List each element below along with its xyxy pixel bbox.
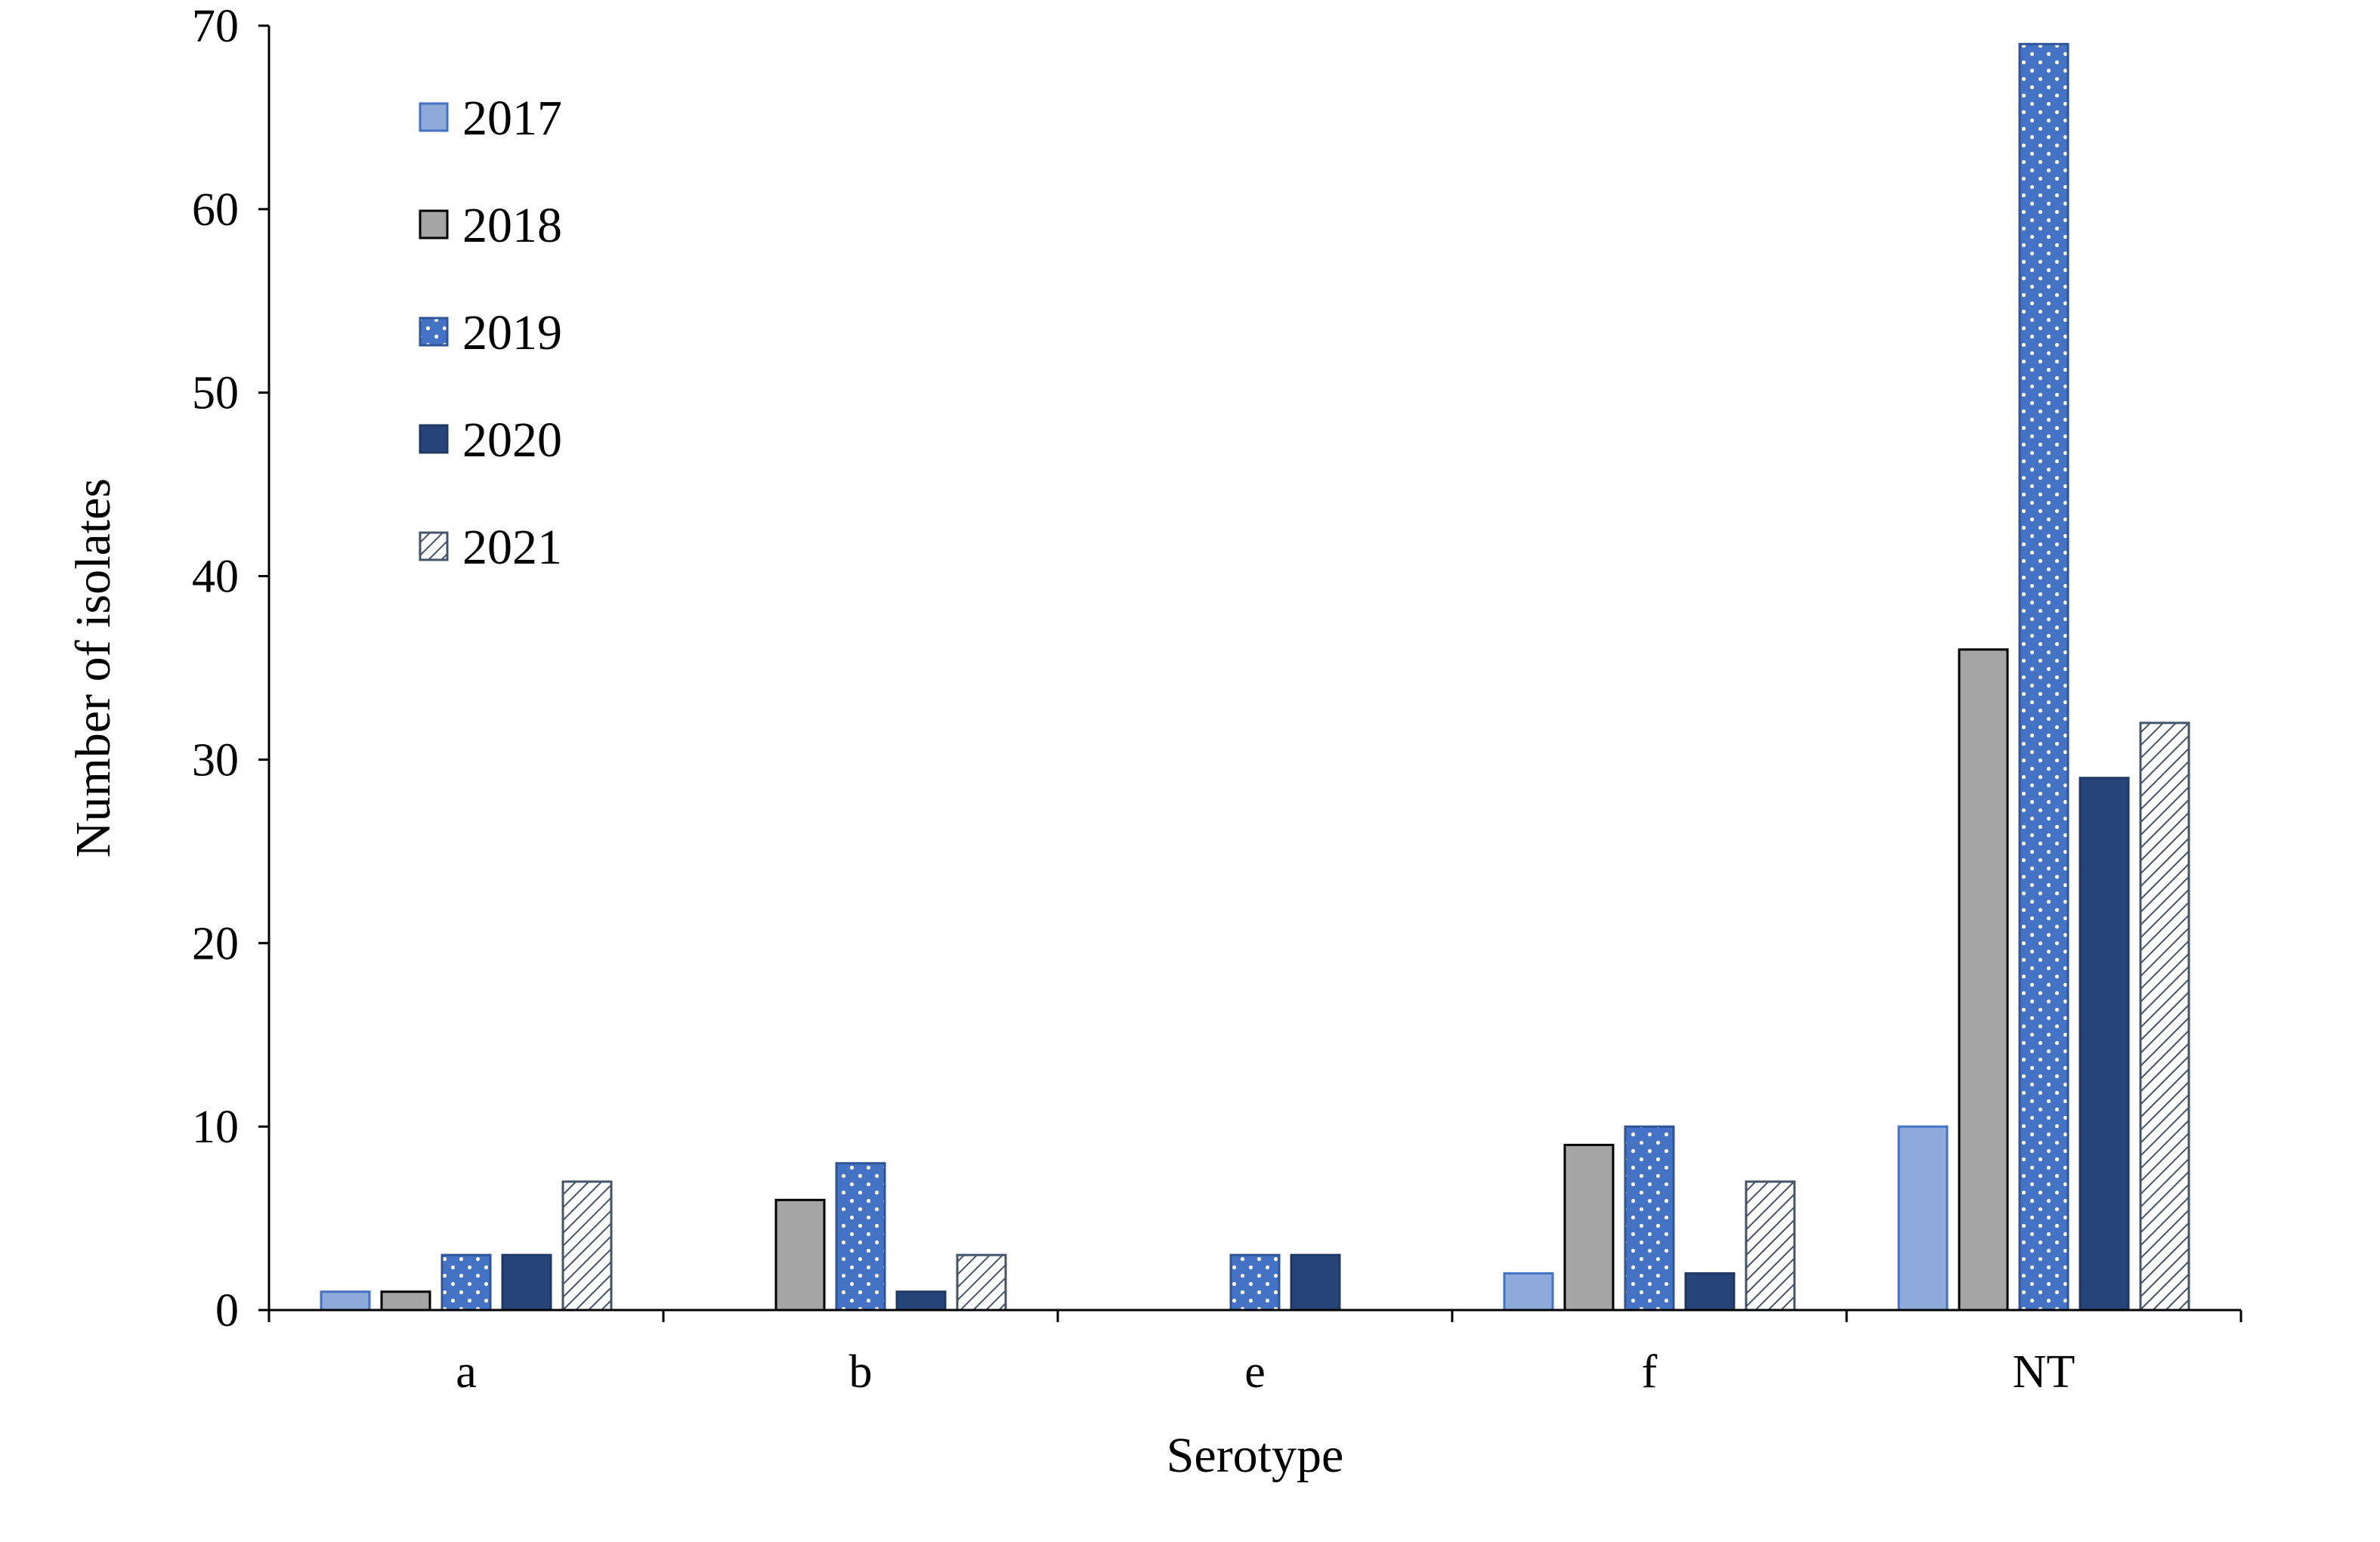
axes-group <box>267 26 2241 1312</box>
bar-NT-2017 <box>1897 1125 1949 1312</box>
bar-f-2021 <box>1745 1180 1796 1312</box>
legend-label-2017: 2017 <box>462 91 562 146</box>
bar-b-2021 <box>956 1253 1007 1312</box>
legend-label-2020: 2020 <box>462 413 562 468</box>
legend-label-2019: 2019 <box>462 305 562 360</box>
x-axis-title: Serotype <box>1167 1428 1344 1483</box>
x-tick-label: e <box>1244 1346 1266 1398</box>
y-tick-label: 60 <box>192 184 239 236</box>
bar-f-2020 <box>1684 1272 1736 1312</box>
x-tick-label: NT <box>2013 1346 2076 1398</box>
y-axis-title: Number of isolates <box>66 478 121 858</box>
bar-b-2018 <box>774 1198 826 1312</box>
bar-a-2021 <box>561 1180 613 1312</box>
bars-group <box>320 42 2190 1312</box>
legend-swatch-2021 <box>419 531 449 561</box>
bar-a-2019 <box>440 1253 492 1312</box>
legend-swatch-2020 <box>419 424 449 454</box>
legend-swatch-2017 <box>419 102 449 132</box>
y-tick-label: 20 <box>192 918 239 969</box>
bar-f-2017 <box>1503 1272 1554 1312</box>
x-ticks-group: a b e f NT <box>267 1310 2242 1398</box>
bar-a-2020 <box>501 1253 552 1312</box>
bar-f-2018 <box>1563 1143 1615 1312</box>
bar-e-2019 <box>1229 1253 1281 1312</box>
x-tick-label: b <box>849 1346 873 1398</box>
y-tick-label: 40 <box>192 552 239 603</box>
legend-label-2018: 2018 <box>462 198 562 253</box>
bar-f-2019 <box>1624 1125 1675 1312</box>
bar-NT-2019 <box>2018 42 2069 1312</box>
legend-swatch-2018 <box>419 209 449 239</box>
bar-NT-2018 <box>1958 648 2009 1312</box>
bar-b-2020 <box>895 1290 947 1312</box>
y-tick-label: 30 <box>192 734 239 786</box>
x-tick-label: a <box>456 1346 477 1398</box>
bar-a-2018 <box>380 1290 431 1312</box>
y-tick-label: 70 <box>192 1 239 52</box>
legend-label-2021: 2021 <box>462 520 562 575</box>
legend-swatch-2019 <box>419 317 449 347</box>
bar-a-2017 <box>320 1290 371 1312</box>
y-tick-label: 0 <box>215 1285 239 1337</box>
bar-NT-2020 <box>2079 777 2130 1312</box>
x-tick-label: f <box>1642 1346 1658 1398</box>
bar-NT-2021 <box>2139 722 2190 1312</box>
bar-e-2020 <box>1290 1253 1341 1312</box>
legend: 2017 2018 2019 2020 2021 <box>419 91 562 575</box>
bar-b-2019 <box>835 1162 886 1312</box>
y-tick-label: 10 <box>192 1102 239 1153</box>
y-tick-label: 50 <box>192 368 239 419</box>
y-ticks-group: 0 10 20 30 40 50 60 70 <box>192 1 269 1337</box>
